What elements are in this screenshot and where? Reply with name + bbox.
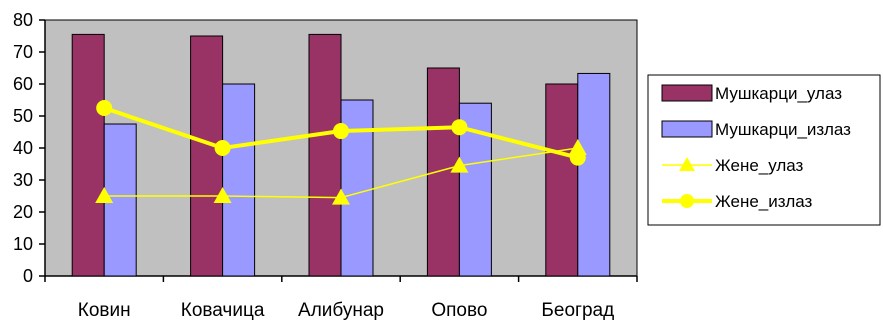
bar-Мушкарци_излаз: [577, 72, 611, 277]
x-tick-label: Београд: [541, 300, 614, 321]
legend-swatch-Мушкарци_излаз: [661, 120, 713, 138]
marker-Жене_улаз: [213, 187, 232, 203]
legend: Мушкарци_улаз Мушкарци_излаз Жене_улаз Жене…: [647, 74, 881, 226]
marker-Жене_излаз: [569, 149, 586, 166]
legend-swatch-Мушкарци_улаз: [661, 84, 713, 102]
marker-Жене_улаз: [450, 156, 469, 173]
lines: [95, 100, 587, 205]
marker-Жене_излаз: [333, 123, 349, 140]
legend-marker-Жене_излаз: [680, 194, 694, 208]
bar-Мушкарци_улаз: [545, 83, 579, 277]
marker-Жене_излаз: [214, 140, 231, 156]
y-tick-label: 40: [13, 138, 33, 158]
y-tick-label: 0: [23, 266, 33, 286]
y-tick-label: 30: [13, 170, 33, 190]
bar-Мушкарци_улаз: [190, 35, 224, 277]
marker-Жене_излаз: [451, 119, 468, 136]
legend-marker-Жене_улаз: [679, 157, 695, 171]
x-tick-label: Ковачица: [181, 300, 265, 321]
x-tick-label: Ковин: [78, 300, 131, 321]
legend-label: Жене_улаз: [715, 156, 804, 175]
x-axis: Ковин Ковачица Алибунар Опово Београд: [44, 275, 638, 321]
legend-label: Жене_излаз: [715, 192, 813, 211]
y-tick-label: 50: [13, 106, 33, 126]
marker-Жене_излаз: [96, 100, 113, 116]
bar-Мушкарци_излаз: [222, 83, 256, 277]
bar-Мушкарци_улаз: [308, 33, 342, 277]
bar-Мушкарци_улаз: [71, 33, 105, 277]
legend-label: Мушкарци_улаз: [715, 84, 842, 103]
y-tick-label: 10: [13, 234, 33, 254]
y-tick-label: 20: [13, 202, 33, 222]
y-axis: 0 10 20 30 40 50 60 70 80: [13, 10, 46, 286]
y-tick-label: 70: [13, 42, 33, 62]
x-tick-label: Опово: [431, 300, 487, 321]
marker-Жене_улаз: [95, 187, 114, 203]
marker-Жене_улаз: [332, 188, 350, 205]
legend-label: Мушкарци_излаз: [715, 120, 851, 139]
y-tick-label: 60: [13, 74, 33, 94]
y-tick-label: 80: [13, 10, 33, 30]
x-tick-label: Алибунар: [298, 300, 384, 321]
